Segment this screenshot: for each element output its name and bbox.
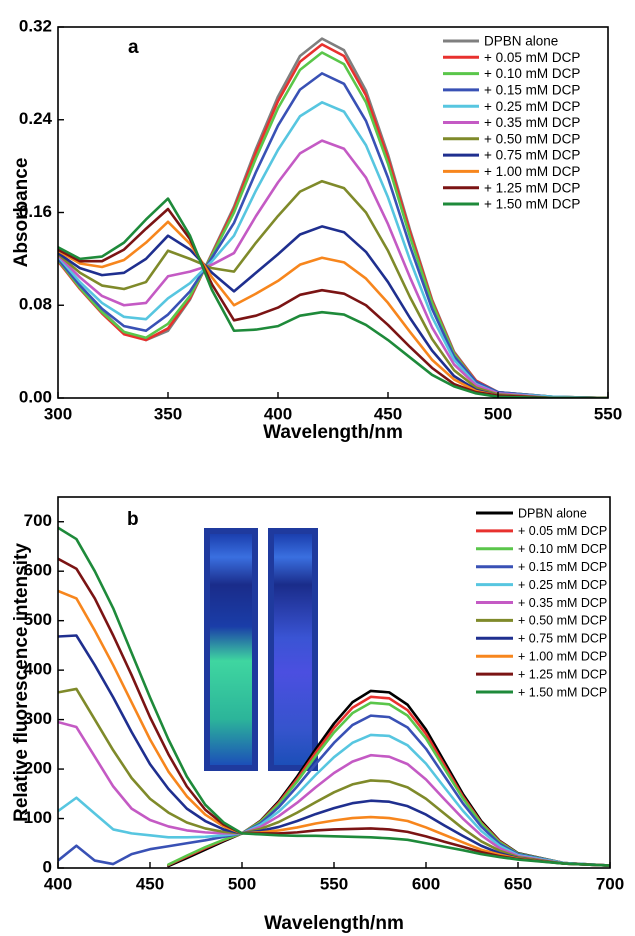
legend-label: + 1.25 mM DCP	[518, 667, 607, 681]
legend-label: + 0.10 mM DCP	[518, 542, 607, 556]
data-line	[58, 557, 610, 867]
legend-label: DPBN alone	[484, 34, 558, 49]
cuvette	[274, 534, 312, 765]
legend-label: + 0.50 mM DCP	[484, 131, 580, 146]
legend-label: + 0.75 mM DCP	[518, 632, 607, 646]
data-line	[58, 72, 608, 398]
legend-label: + 0.15 mM DCP	[484, 82, 580, 97]
data-line	[58, 139, 608, 398]
cuvette	[210, 534, 252, 765]
x-tick-label: 550	[594, 404, 622, 423]
y-tick-label: 100	[24, 808, 52, 827]
panel-label: b	[127, 509, 139, 530]
data-line	[58, 720, 610, 867]
x-tick-label: 400	[264, 404, 292, 423]
legend: DPBN alone+ 0.05 mM DCP+ 0.10 mM DCP+ 0.…	[443, 34, 580, 212]
data-line	[167, 701, 610, 867]
legend-label: + 0.15 mM DCP	[518, 560, 607, 574]
legend-label: + 1.25 mM DCP	[484, 180, 580, 195]
y-axis-title: Relative fluorescence intensity	[11, 543, 32, 822]
legend-label: DPBN alone	[518, 506, 587, 520]
y-tick-label: 600	[24, 561, 52, 580]
plot-area	[58, 526, 610, 868]
y-tick-label: 0.32	[19, 16, 52, 35]
data-line	[58, 197, 608, 398]
y-tick-label: 0.08	[19, 295, 52, 314]
x-tick-label: 300	[44, 404, 72, 423]
data-line	[58, 589, 610, 867]
x-tick-label: 450	[374, 404, 402, 423]
panel: 400 450 500 550 600 650 700 0 100 200 300 400 500 600…	[11, 496, 624, 934]
data-line	[58, 634, 610, 867]
legend-label: + 1.00 mM DCP	[518, 649, 607, 663]
legend-label: + 0.35 mM DCP	[484, 115, 580, 130]
data-line	[58, 207, 608, 398]
legend: DPBN alone + 0.05 mM DCP + 0.10 mM DCP + 0.…	[476, 506, 607, 699]
x-axis-title: Wavelength/nm	[263, 422, 403, 443]
data-line	[58, 687, 610, 867]
panel: 300 350 400 450 500 550 0.00 0.08 0.16 0.24 0.32 Wa…	[11, 16, 622, 443]
legend-label: + 0.05 mM DCP	[484, 50, 580, 65]
legend-label: + 0.50 mM DCP	[518, 614, 607, 628]
data-line	[58, 526, 610, 867]
legend-label: + 0.25 mM DCP	[484, 99, 580, 114]
data-line	[58, 220, 608, 398]
panel-label: a	[128, 37, 139, 58]
y-tick-label: 200	[24, 759, 52, 778]
legend-label: + 0.35 mM DCP	[518, 596, 607, 610]
data-line	[58, 225, 608, 398]
data-line	[58, 179, 608, 398]
x-tick-label: 500	[228, 874, 256, 893]
x-tick-label: 350	[154, 404, 182, 423]
x-axis-title: Wavelength/nm	[264, 913, 404, 934]
y-tick-label: 700	[24, 511, 52, 530]
x-tick-label: 400	[44, 874, 72, 893]
plot-area	[58, 37, 608, 398]
y-axis-title: Absorbance	[11, 158, 32, 268]
legend-label: + 0.10 mM DCP	[484, 66, 580, 81]
legend-label: + 0.75 mM DCP	[484, 148, 580, 163]
legend-label: + 1.00 mM DCP	[484, 164, 580, 179]
y-tick-label: 400	[24, 660, 52, 679]
y-tick-label: 0.00	[19, 387, 52, 406]
x-tick-label: 450	[136, 874, 164, 893]
x-tick-label: 550	[320, 874, 348, 893]
data-line	[58, 714, 610, 867]
data-line	[58, 101, 608, 398]
y-tick-label: 0	[43, 857, 52, 876]
legend-label: + 0.05 mM DCP	[518, 524, 607, 538]
x-tick-label: 600	[412, 874, 440, 893]
x-tick-label: 650	[504, 874, 532, 893]
y-tick-label: 0.24	[19, 109, 53, 128]
legend-label: + 0.25 mM DCP	[518, 578, 607, 592]
x-tick-label: 500	[484, 404, 512, 423]
y-tick-label: 0.16	[19, 202, 52, 221]
legend-label: + 1.50 mM DCP	[518, 685, 607, 699]
legend-label: + 1.50 mM DCP	[484, 197, 580, 212]
data-line	[58, 733, 610, 867]
inset-photo	[204, 528, 318, 771]
y-tick-label: 500	[24, 610, 52, 629]
y-tick-label: 300	[24, 709, 52, 728]
x-tick-label: 700	[596, 874, 624, 893]
